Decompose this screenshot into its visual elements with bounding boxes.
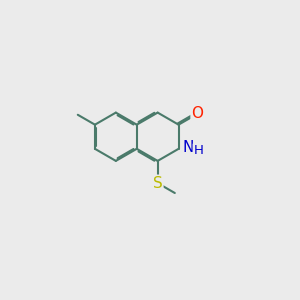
Text: N: N	[182, 140, 194, 155]
Text: H: H	[193, 144, 203, 157]
Text: S: S	[153, 176, 163, 190]
Text: O: O	[191, 106, 203, 121]
